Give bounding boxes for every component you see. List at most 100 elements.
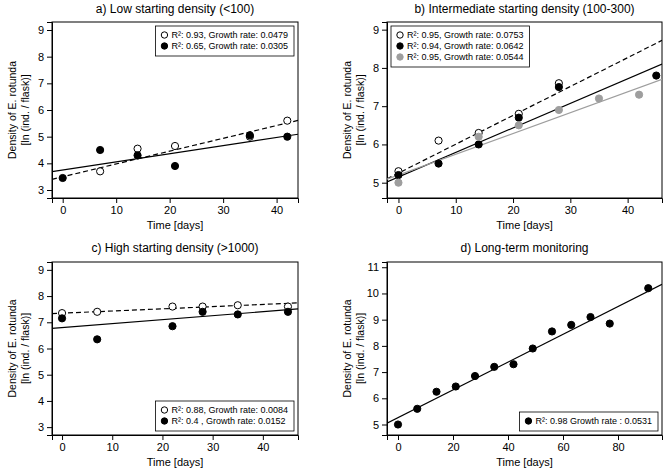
x-tick: 0 [396,198,402,216]
y-tick-label: 3 [38,184,44,196]
x-tick-mark [170,198,171,203]
y-tick-label: 6 [38,343,44,355]
x-tick: 80 [612,435,624,453]
x-tick-label: 10 [111,204,123,216]
point [471,372,478,379]
y-tick-label: 8 [38,290,44,302]
x-axis-title: Time [days] [496,219,552,231]
y-tick-label: 4 [38,395,44,407]
x-tick-mark [277,198,278,203]
point [433,388,440,395]
point [134,152,141,159]
x-tick: 20 [157,435,169,453]
y-tick-label: 6 [373,138,379,150]
fit-line [52,120,298,179]
y-tick-mark [47,83,52,84]
x-tick-mark [398,435,399,440]
x-tick-label: 20 [447,441,459,453]
x-tick: 10 [450,198,462,216]
point [284,133,291,140]
y-tick-label: 8 [373,62,379,74]
y-tick-mark [382,346,387,347]
y-tick-mark [47,322,52,323]
x-tick-label: 0 [60,204,66,216]
y-tick: 7 [373,100,387,112]
x-tick-label: 40 [271,204,283,216]
x-tick-mark [223,198,224,203]
x-tick: 40 [257,435,269,453]
x-tick-label: 40 [502,441,514,453]
point [59,174,66,181]
y-tick-mark [47,30,52,31]
x-tick-label: 40 [257,441,269,453]
point [246,132,253,139]
y-axis-title: [ln (ind. / flask)] [19,313,31,384]
legend-label: R²: 0.94, Growth rate: 0.0642 [407,41,524,51]
y-axis-line [47,263,53,436]
x-axis-line [53,199,299,204]
point [475,133,482,140]
x-tick: 10 [107,435,119,453]
y-tick: 8 [38,51,52,63]
y-tick-mark [382,320,387,321]
point [94,308,101,315]
x-axis: 010203040 [53,198,299,216]
y-axis-line [382,263,388,436]
y-axis-line [47,23,53,199]
y-tick: 6 [373,138,387,150]
plot-marks [387,284,662,428]
y-tick: 4 [38,395,52,407]
point [171,142,178,149]
point [284,117,291,124]
point [134,145,141,152]
y-tick: 7 [38,316,52,328]
plot-frame [52,22,298,198]
y-tick-label: 6 [38,104,44,116]
x-tick-mark [162,435,163,440]
y-tick: 7 [373,366,387,378]
point [395,171,402,178]
point [475,141,482,148]
x-tick-label: 80 [612,441,624,453]
y-tick-mark [382,372,387,373]
x-tick-mark [618,435,619,440]
legend: R²: 0.98 Growth rate : 0.0531 [519,412,658,431]
x-tick: 0 [60,198,66,216]
x-tick-mark [570,198,571,203]
point [171,162,178,169]
point [568,321,575,328]
legend-box [519,412,658,431]
y-tick-mark [47,163,52,164]
x-tick-mark [628,198,629,203]
x-tick: 30 [565,198,577,216]
y-tick-mark [382,267,387,268]
y-tick-mark [47,110,52,111]
legend-symbol [161,32,167,38]
y-tick-mark [47,427,52,428]
x-tick-mark [456,198,457,203]
y-tick-mark [382,68,387,69]
y-axis-title: [ln (ind. / flask)] [19,74,31,145]
y-tick-label: 5 [38,369,44,381]
y-tick-mark [382,425,387,426]
legend-box [155,401,294,431]
chart-title: c) High starting density (>1000) [91,241,258,255]
panel: 0102030403456789c) High starting density… [6,241,299,468]
point [169,303,176,310]
point [587,313,594,320]
y-tick: 10 [367,287,387,299]
y-axis: 567891011 [367,261,388,435]
y-tick-label: 3 [38,421,44,433]
y-tick: 9 [38,264,52,276]
panel: 020406080567891011d) Long-term monitorin… [341,241,663,468]
point [169,323,176,330]
point [452,383,459,390]
y-tick-mark [382,398,387,399]
y-tick: 7 [38,77,52,89]
panel: 01020304056789b) Intermediate starting d… [341,2,663,231]
x-tick-mark [116,198,117,203]
y-tick-label: 5 [373,177,379,189]
point [555,106,562,113]
y-tick-label: 11 [368,261,379,273]
legend-symbol [525,418,531,424]
